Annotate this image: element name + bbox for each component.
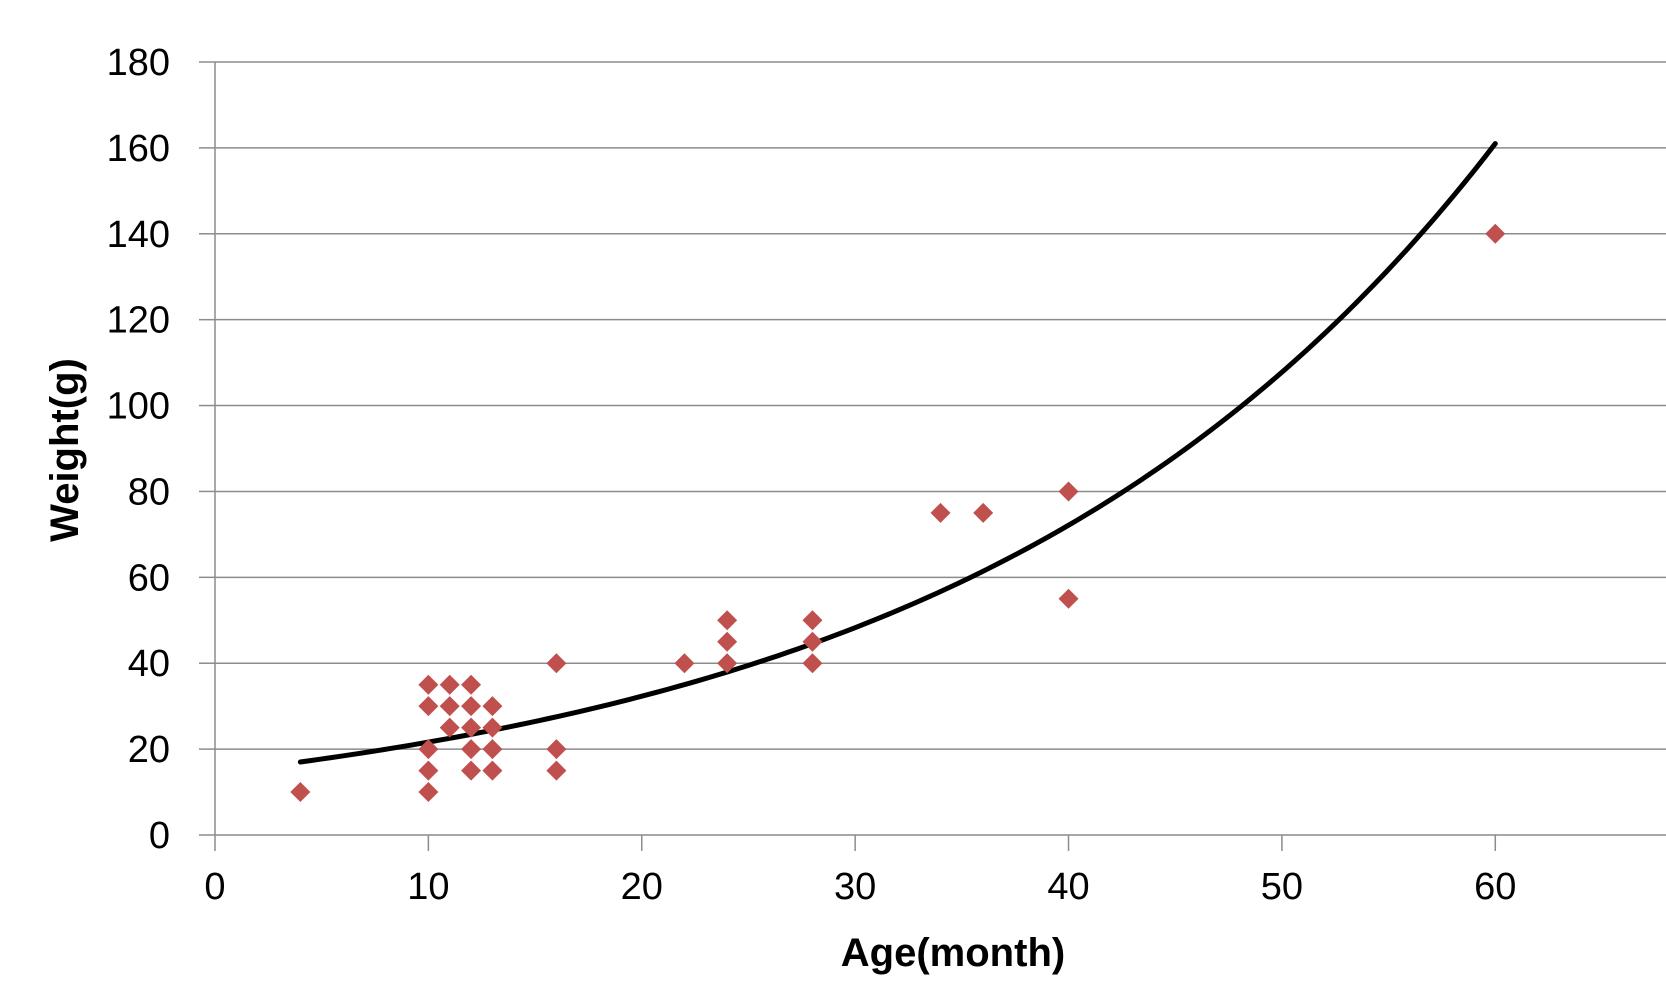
data-point	[482, 717, 503, 738]
x-tick-label: 20	[621, 866, 663, 908]
y-tick-label: 20	[128, 729, 170, 771]
data-point	[482, 760, 503, 781]
data-point	[674, 653, 695, 674]
y-tick-label: 60	[128, 557, 170, 599]
trendline-group	[297, 141, 1498, 765]
gridlines	[215, 61, 1666, 750]
x-tick-label: 30	[834, 866, 876, 908]
data-point	[418, 739, 439, 760]
data-point	[461, 674, 482, 695]
data-point	[717, 653, 738, 674]
data-point	[546, 739, 567, 760]
data-point	[973, 502, 994, 523]
data-point	[482, 739, 503, 760]
data-points	[290, 223, 1506, 803]
y-axis-title: Weight(g)	[43, 358, 87, 542]
data-point	[461, 760, 482, 781]
x-axis-title: Age(month)	[841, 931, 1065, 975]
x-tick-label: 50	[1261, 866, 1303, 908]
y-tick-label: 140	[107, 214, 170, 256]
data-point	[802, 653, 823, 674]
y-tick-label: 180	[107, 42, 170, 84]
data-point	[461, 696, 482, 717]
data-point	[482, 696, 503, 717]
axes	[199, 61, 1666, 851]
data-point	[461, 717, 482, 738]
data-point	[1058, 481, 1079, 502]
data-point	[717, 631, 738, 652]
trendline	[297, 141, 1498, 765]
y-tick-label: 160	[107, 128, 170, 170]
x-tick-label: 60	[1474, 866, 1516, 908]
data-point	[717, 610, 738, 631]
data-point	[439, 717, 460, 738]
data-point	[930, 502, 951, 523]
data-point	[802, 610, 823, 631]
x-tick-label: 40	[1047, 866, 1089, 908]
data-point	[1058, 588, 1079, 609]
y-tick-label: 100	[107, 386, 170, 428]
data-point	[418, 782, 439, 803]
y-tick-label: 40	[128, 643, 170, 685]
y-tick-label: 0	[149, 815, 170, 857]
tick-labels: 0 20 40 60 80 100 120 140 160 180 0 10 20 30 40 50 60	[107, 42, 1517, 908]
data-point	[439, 696, 460, 717]
data-point	[418, 696, 439, 717]
data-point	[1485, 223, 1506, 244]
y-tick-label: 120	[107, 300, 170, 342]
data-point	[439, 674, 460, 695]
data-point	[802, 631, 823, 652]
x-tick-label: 10	[407, 866, 449, 908]
data-point	[546, 760, 567, 781]
data-point	[461, 739, 482, 760]
y-tick-label: 80	[128, 471, 170, 513]
data-point	[290, 782, 311, 803]
x-tick-label: 0	[204, 866, 225, 908]
data-point	[418, 760, 439, 781]
data-point	[418, 674, 439, 695]
data-point	[546, 653, 567, 674]
